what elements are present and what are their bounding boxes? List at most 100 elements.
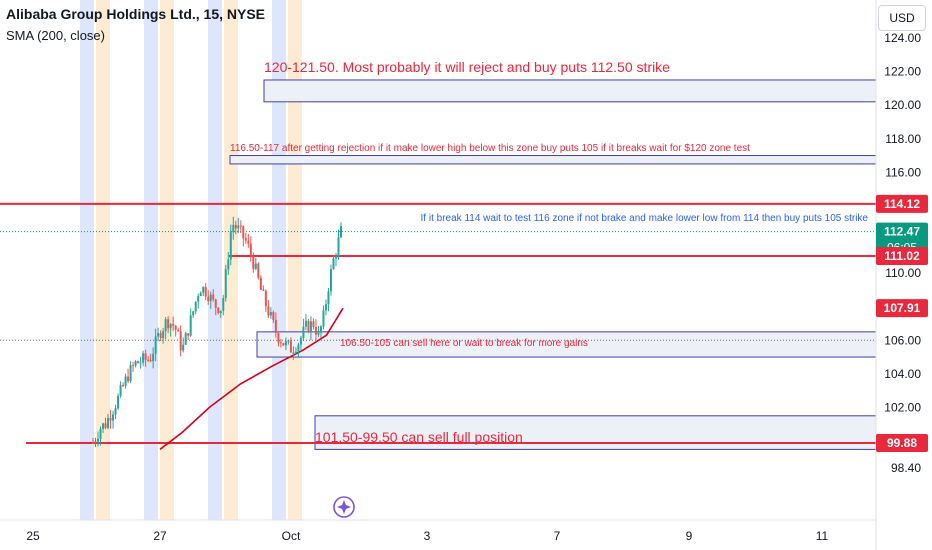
candle-body [164,319,167,332]
candle-body [304,320,307,327]
candle-body [239,225,242,227]
candle-body [327,291,330,305]
candle-body [124,376,127,386]
y-tick-label: 110.00 [885,266,921,280]
replay-icon-star [337,500,351,514]
x-tick-label: 25 [26,529,40,543]
candle-body [127,376,130,382]
candle-body [234,224,237,229]
candle-body [114,408,117,415]
candle-body [92,442,94,444]
candle-body [184,333,187,345]
x-tick-label: 7 [554,529,561,543]
sma-line [159,307,344,451]
candle-body [149,359,152,362]
session-band [288,0,302,520]
candle-body [244,238,247,241]
candle-body [139,362,142,364]
annotation-text[interactable]: 101.50-99.50 can sell full position [315,429,523,445]
candle-body [104,423,107,428]
candle-body [324,304,327,311]
price-label-box [876,194,928,213]
candle-body [177,329,180,332]
candle-body [159,333,162,338]
x-tick-label: 3 [424,529,431,543]
y-tick-label: 120.00 [884,98,921,112]
y-tick-label: 104.00 [884,367,921,381]
candle-body [157,333,160,337]
candle-body [309,321,312,333]
candle-body [319,326,322,332]
candle-body [229,232,232,260]
price-zone[interactable] [256,331,877,358]
chart-title: Alibaba Group Holdings Ltd., 15, NYSE [6,6,266,22]
session-band [160,0,174,520]
annotation-text[interactable]: If it break 114 wait to test 116 zone if… [421,213,869,224]
candle-body [279,342,282,344]
candle-body [112,414,115,421]
candle-body [329,269,332,292]
candle-body [219,310,222,313]
candle-body [222,298,225,311]
candle-body [272,312,275,320]
y-tick-label: 116.00 [885,165,921,179]
candle-body [197,296,200,302]
candle-body [297,344,300,352]
price-label-text: 112.47 [884,225,920,239]
candle-body [277,333,280,343]
candle-body [152,353,155,362]
candle-body [242,226,245,239]
candle-body [317,331,320,335]
price-zone[interactable] [263,79,877,103]
candle-body [212,294,215,300]
indicator-legend[interactable]: SMA (200, close) [6,28,105,43]
candle-body [259,277,262,290]
candle-body [340,226,342,238]
candles [92,216,342,448]
price-label-box [876,246,928,265]
candle-body [162,331,165,338]
y-tick-label: 106.00 [884,333,921,347]
candle-body [337,237,340,257]
candle-body [294,351,297,353]
x-tick-label: 11 [816,529,829,543]
candle-body [122,385,125,387]
y-tick-label: 102.00 [884,400,921,414]
price-label-text: 99.88 [887,436,917,450]
candle-body [169,323,172,329]
candle-body [322,310,325,327]
candle-body [97,438,100,442]
candle-body [269,312,272,316]
sma-series [159,307,344,451]
candle-body [107,417,110,428]
candle-body [252,255,255,269]
candle-body [232,224,235,233]
candle-body [267,306,270,316]
annotation-text[interactable]: 116.50-117 after getting rejection if it… [230,143,750,154]
candle-body [209,294,212,302]
replay-icon[interactable] [333,496,355,518]
annotation-text[interactable]: 106.50-105 can sell here or wait to brea… [340,338,588,349]
candle-body [237,225,240,229]
candle-body [299,337,302,345]
annotation-text[interactable]: 120-121.50. Most probably it will reject… [264,59,670,75]
candle-body [282,343,285,346]
y-tick-label: 98.40 [891,461,921,475]
annotations: 120-121.50. Most probably it will reject… [230,59,868,445]
session-band [144,0,158,520]
candle-body [202,287,205,293]
candle-body [179,331,182,351]
session-bands [80,0,302,520]
price-label-text: 114.12 [884,197,920,211]
candle-body [334,256,337,259]
candle-body [129,365,132,382]
candle-body [144,353,147,360]
candle-body [224,269,227,299]
price-zone[interactable] [229,155,877,165]
y-tick-label: 122.00 [884,65,921,79]
candle-body [94,441,97,443]
currency-button[interactable]: USD [878,5,926,31]
candle-body [274,319,277,334]
